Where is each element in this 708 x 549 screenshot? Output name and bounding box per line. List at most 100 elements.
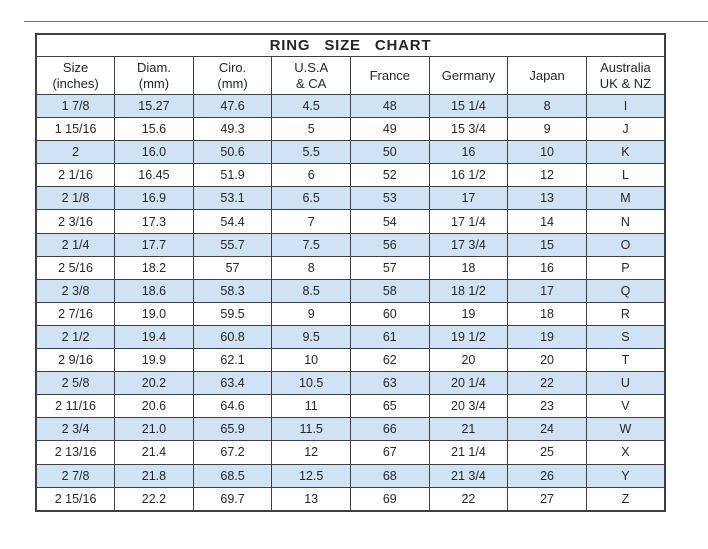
column-header: France: [350, 56, 430, 95]
table-cell: 59.5: [192, 301, 273, 326]
table-cell: 2 11/16: [35, 394, 116, 419]
table-cell: 20: [428, 348, 509, 373]
table-cell: 14: [507, 209, 587, 234]
table-cell: 48: [350, 93, 430, 119]
table-cell: 2 1/16: [35, 163, 116, 188]
table-cell: W: [585, 417, 666, 442]
table-cell: 17: [507, 278, 587, 303]
table-cell: 57: [192, 255, 273, 280]
table-cell: O: [585, 232, 666, 257]
table-cell: 2 1/4: [35, 232, 116, 257]
table-cell: 7: [271, 209, 351, 234]
table-cell: 18: [507, 301, 587, 326]
table-cell: 16: [507, 255, 587, 280]
table-cell: 2 7/8: [35, 463, 116, 488]
table-cell: 12.5: [271, 463, 351, 488]
table-cell: 61: [350, 324, 430, 350]
column-header: Ciro. (mm): [192, 56, 273, 95]
title-row: RING SIZE CHART: [35, 33, 666, 57]
table-cell: 1 7/8: [35, 93, 116, 119]
table-cell: 8: [507, 93, 587, 119]
table-cell: 25: [507, 440, 587, 465]
table-cell: 2 5/8: [35, 371, 116, 396]
table-cell: 47.6: [192, 93, 273, 119]
table-cell: 20: [507, 348, 587, 373]
table-row: 1 7/8 15.27 47.6 4.5 48 15 1/4 8 I: [35, 93, 666, 119]
table-cell: 2 15/16: [35, 486, 116, 512]
table-cell: 24: [507, 417, 587, 442]
column-header: U.S.A & CA: [271, 56, 351, 95]
table-cell: 18: [428, 255, 509, 280]
table-cell: 65: [350, 394, 430, 419]
table-cell: 2 3/4: [35, 417, 116, 442]
table-cell: 11: [271, 394, 351, 419]
table-cell: 52: [350, 163, 430, 188]
table-cell: 51.9: [192, 163, 273, 188]
table-cell: 18 1/2: [428, 278, 509, 303]
table-cell: 15 1/4: [428, 93, 509, 119]
table-cell: 4.5: [271, 93, 351, 119]
table-cell: 17 3/4: [428, 232, 509, 257]
table-cell: 15.27: [114, 93, 194, 119]
table-cell: 19.0: [114, 301, 194, 326]
table-cell: R: [585, 301, 666, 326]
table-cell: 9: [271, 301, 351, 326]
table-cell: 56: [350, 232, 430, 257]
table-cell: 10: [271, 348, 351, 373]
table-cell: 18.6: [114, 278, 194, 303]
table-row: 1 15/16 15.6 49.3 5 49 15 3/4 9 J: [35, 117, 666, 142]
table-cell: 21 3/4: [428, 463, 509, 488]
table-cell: 63.4: [192, 371, 273, 396]
table-cell: 2: [35, 140, 116, 165]
table-cell: 19.9: [114, 348, 194, 373]
table-cell: 69: [350, 486, 430, 512]
table-cell: Y: [585, 463, 666, 488]
table-cell: L: [585, 163, 666, 188]
table-cell: X: [585, 440, 666, 465]
table-cell: 21 1/4: [428, 440, 509, 465]
table-cell: 60: [350, 301, 430, 326]
table-cell: 18.2: [114, 255, 194, 280]
table-cell: 17: [428, 186, 509, 211]
table-cell: 13: [507, 186, 587, 211]
table-cell: 21.4: [114, 440, 194, 465]
table-cell: 26: [507, 463, 587, 488]
table-cell: 15: [507, 232, 587, 257]
table-cell: 19 1/2: [428, 324, 509, 350]
table-cell: 16.45: [114, 163, 194, 188]
table-cell: 63: [350, 371, 430, 396]
table-cell: 22: [507, 371, 587, 396]
table-cell: 69.7: [192, 486, 273, 512]
table-cell: 62.1: [192, 348, 273, 373]
table-cell: 58.3: [192, 278, 273, 303]
table-cell: 2 1/8: [35, 186, 116, 211]
table-cell: P: [585, 255, 666, 280]
column-header: Australia UK & NZ: [585, 56, 666, 95]
table-cell: 12: [271, 440, 351, 465]
table-cell: 67: [350, 440, 430, 465]
top-divider-line: [24, 21, 708, 22]
column-header: Diam. (mm): [114, 56, 194, 95]
table-cell: T: [585, 348, 666, 373]
table-cell: 15.6: [114, 117, 194, 142]
table-container: RING SIZE CHART Size (inches) Diam. (mm) Cir…: [35, 33, 666, 512]
ring-size-table: RING SIZE CHART Size (inches) Diam. (mm) Cir…: [35, 33, 666, 512]
table-cell: Z: [585, 486, 666, 512]
table-cell: 68: [350, 463, 430, 488]
table-body: 1 7/8 15.27 47.6 4.5 48 15 1/4 8 I 1 15/16 15.6 49…: [35, 93, 666, 512]
table-cell: 10.5: [271, 371, 351, 396]
table-row: 2 3/4 21.0 65.9 11.5 66 21 24 W: [35, 417, 666, 442]
column-header: Germany: [428, 56, 509, 95]
table-cell: 53: [350, 186, 430, 211]
table-cell: 60.8: [192, 324, 273, 350]
table-cell: 6.5: [271, 186, 351, 211]
table-title: RING SIZE CHART: [35, 33, 666, 57]
table-cell: 49: [350, 117, 430, 142]
table-row: 2 9/16 19.9 62.1 10 62 20 20 T: [35, 348, 666, 373]
table-cell: S: [585, 324, 666, 350]
table-cell: V: [585, 394, 666, 419]
table-cell: 66: [350, 417, 430, 442]
table-cell: 27: [507, 486, 587, 512]
table-cell: J: [585, 117, 666, 142]
table-cell: 15 3/4: [428, 117, 509, 142]
